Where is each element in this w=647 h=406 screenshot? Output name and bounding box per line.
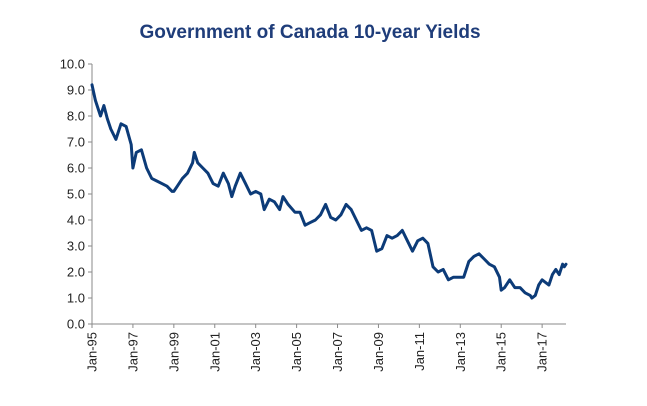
series-group	[90, 83, 568, 300]
y-tick-label: 4.0	[67, 213, 85, 228]
chart-axes	[91, 64, 566, 325]
x-tick-label: Jan-09	[371, 332, 386, 372]
y-tick-label: 0.0	[67, 317, 85, 332]
y-tick-label: 10.0	[60, 57, 85, 72]
y-axis-ticks: 0.0 1.0 2.0 3.0 4.0 5.0 6.0 7.0 8.0 9.0 10.0	[60, 57, 92, 332]
x-tick-label: Jan-97	[125, 332, 140, 372]
y-tick-label: 6.0	[67, 161, 85, 176]
y-tick-label: 3.0	[67, 239, 85, 254]
y-tick-label: 7.0	[67, 135, 85, 150]
series-line	[90, 83, 568, 300]
x-tick-label: Jan-05	[289, 332, 304, 372]
x-tick-label: Jan-15	[494, 332, 509, 372]
y-tick-label: 8.0	[67, 109, 85, 124]
x-tick-label: Jan-13	[453, 332, 468, 372]
y-tick-label: 2.0	[67, 265, 85, 280]
y-tick-label: 9.0	[67, 83, 85, 98]
x-tick-label: Jan-95	[85, 332, 100, 372]
chart-title: Government of Canada 10-year Yields	[139, 22, 481, 43]
x-axis-ticks: Jan-95 Jan-97 Jan-99 Jan-01 Jan-03 Jan-05 Jan-…	[85, 324, 550, 372]
y-tick-label: 1.0	[67, 291, 85, 306]
x-tick-label: Jan-11	[412, 332, 427, 371]
y-tick-label: 5.0	[67, 187, 85, 202]
x-tick-label: Jan-99	[166, 332, 181, 372]
x-tick-label: Jan-01	[207, 332, 222, 372]
x-tick-label: Jan-07	[330, 332, 345, 372]
x-tick-label: Jan-03	[248, 332, 263, 372]
x-tick-label: Jan-17	[535, 332, 550, 372]
